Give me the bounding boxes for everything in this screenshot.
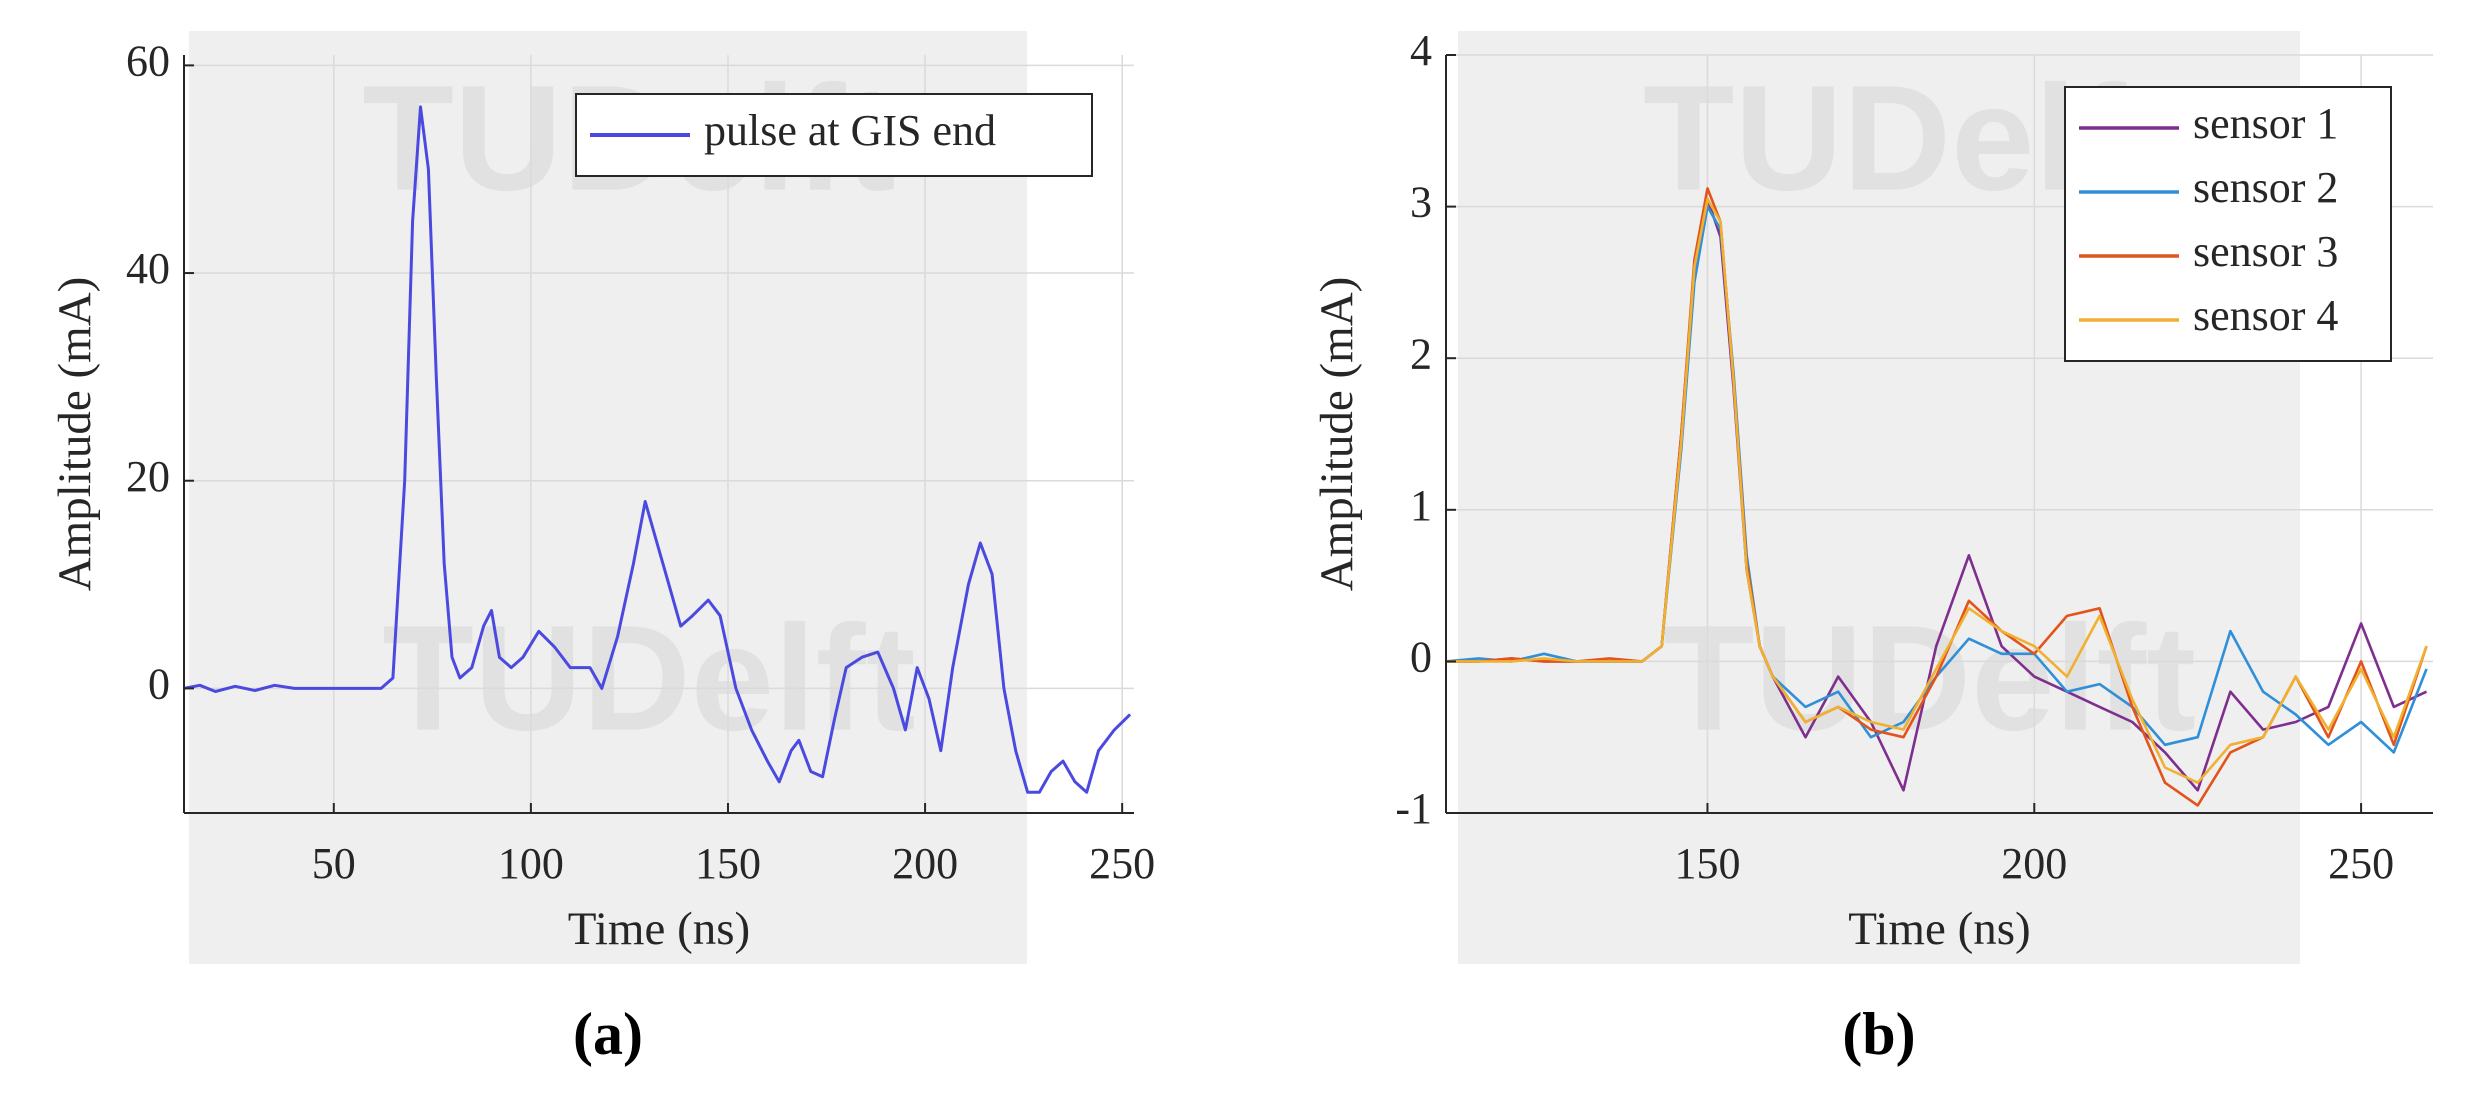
series-line [183,105,1132,794]
legend-label: sensor 2 [2193,163,2338,212]
x-tick-label: 250 [1089,839,1155,888]
x-axis-label: Time (ns) [1848,903,2030,955]
y-tick-label: 0 [148,659,170,708]
background-panel [189,31,1027,964]
x-tick-label: 100 [498,839,564,888]
legend-label: sensor 1 [2193,99,2338,148]
watermark: TUDelft [382,594,915,762]
x-tick-label: 50 [312,839,356,888]
y-tick-label: 40 [126,244,170,293]
x-tick-label: 150 [695,839,761,888]
x-axis-label: Time (ns) [568,903,750,955]
x-tick-label: 150 [1674,839,1740,888]
panel-label: (a) [573,1001,643,1067]
legend-label: pulse at GIS end [704,106,996,155]
y-tick-label: -1 [1395,784,1432,833]
legend-box [2064,86,2392,362]
x-tick-label: 250 [2328,839,2394,888]
series-line [1446,197,2428,784]
y-tick-label: 20 [126,452,170,501]
y-tick-label: 3 [1410,178,1432,227]
y-tick-label: 2 [1410,329,1432,378]
x-tick-label: 200 [892,839,958,888]
y-tick-label: 60 [126,36,170,85]
y-axis-label: Amplitude (mA) [1311,277,1363,592]
y-tick-label: 4 [1410,26,1432,75]
legend-label: sensor 3 [2193,227,2338,276]
x-tick-label: 200 [2001,839,2067,888]
y-tick-label: 1 [1410,481,1432,530]
y-axis-label: Amplitude (mA) [49,277,101,592]
y-tick-label: 0 [1410,632,1432,681]
legend-label: sensor 4 [2193,291,2338,340]
panel-label: (b) [1842,1001,1915,1067]
